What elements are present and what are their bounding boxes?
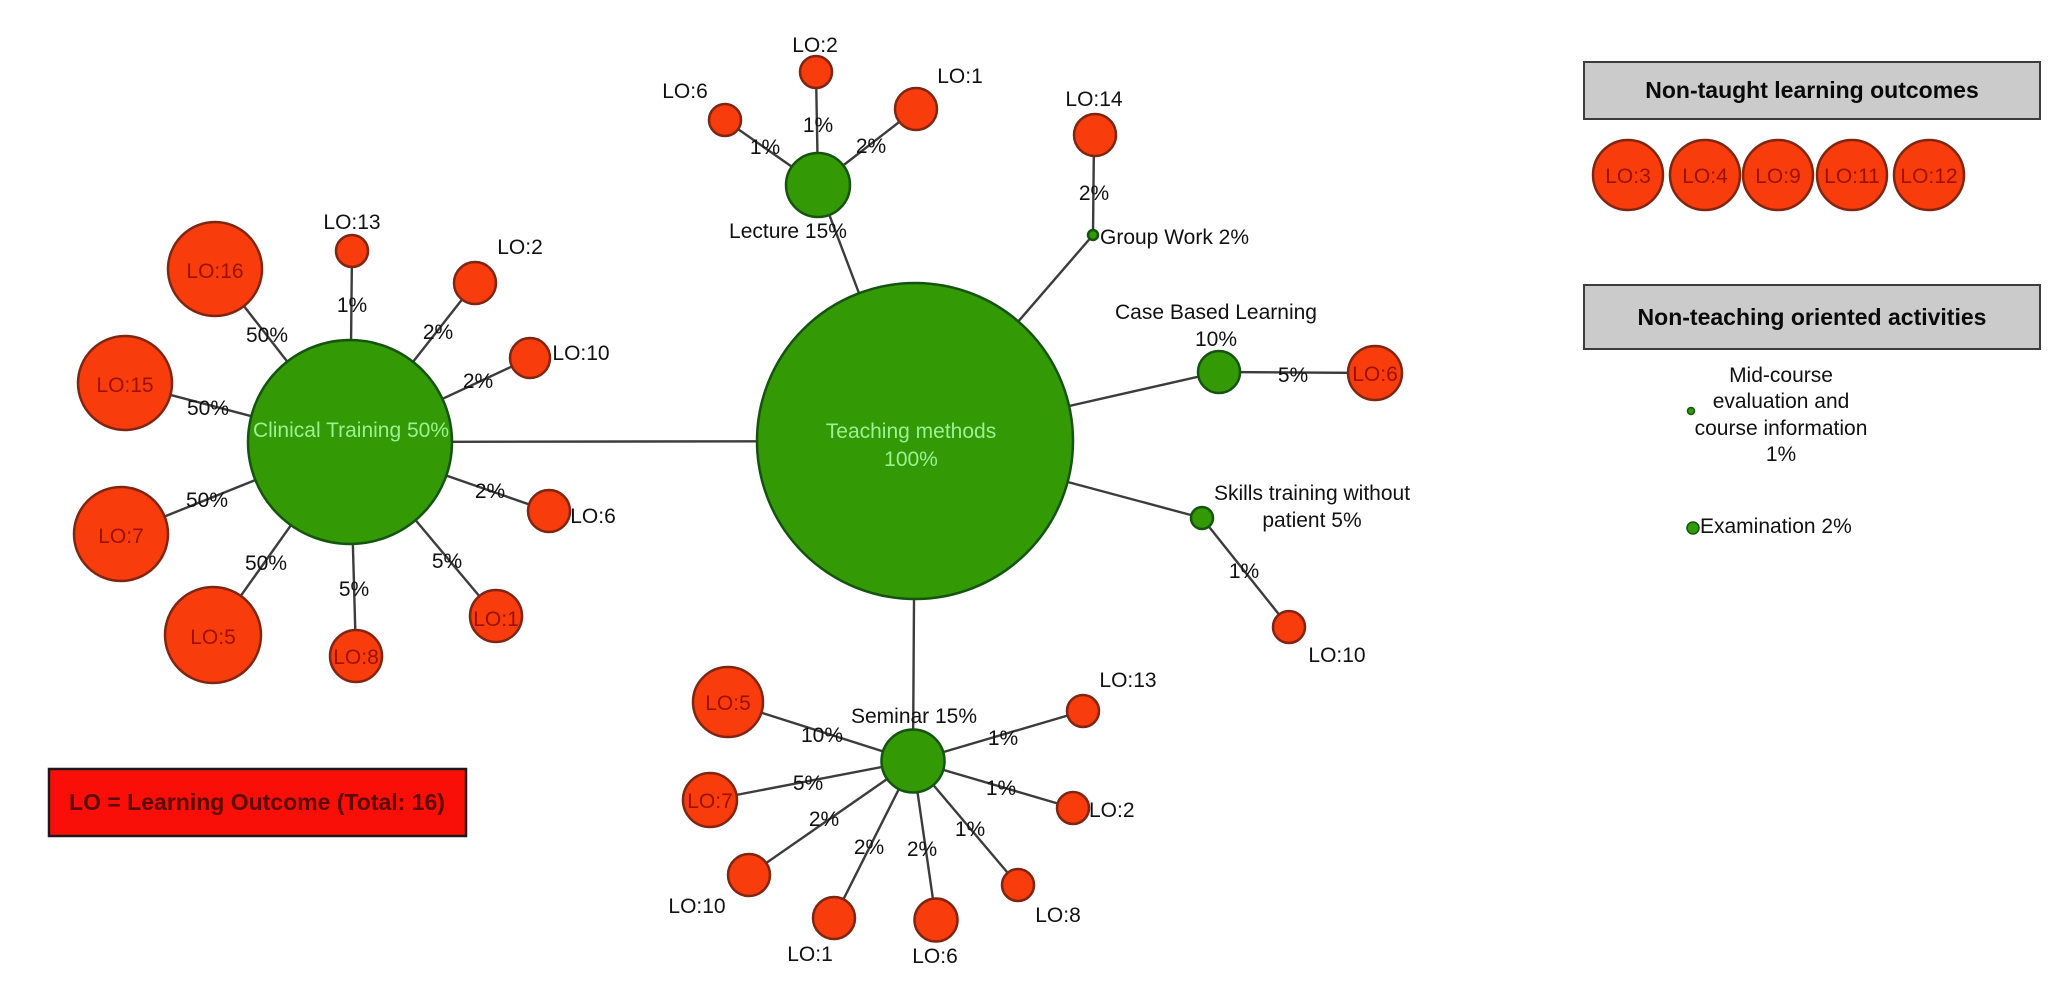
svg-text:LO:13: LO:13 (1099, 669, 1156, 692)
svg-text:LO:6: LO:6 (1352, 363, 1398, 386)
svg-text:1%: 1% (1766, 443, 1796, 466)
svg-text:10%: 10% (801, 724, 843, 747)
svg-text:LO:2: LO:2 (792, 34, 838, 57)
svg-text:LO:11: LO:11 (1824, 165, 1880, 188)
svg-text:LO:2: LO:2 (1089, 799, 1135, 822)
svg-text:50%: 50% (246, 324, 288, 347)
svg-text:2%: 2% (423, 321, 453, 344)
svg-text:LO:4: LO:4 (1682, 165, 1728, 188)
svg-text:2%: 2% (1079, 182, 1109, 205)
svg-text:5%: 5% (1278, 364, 1308, 387)
svg-text:LO:7: LO:7 (687, 790, 733, 813)
svg-text:Clinical Training 50%: Clinical Training 50% (253, 419, 449, 442)
svg-text:Teaching methods: Teaching methods (826, 420, 996, 443)
svg-text:LO:8: LO:8 (1035, 904, 1081, 927)
svg-text:LO:15: LO:15 (96, 374, 153, 397)
svg-text:2%: 2% (463, 370, 493, 393)
svg-text:LO:1: LO:1 (787, 943, 833, 966)
svg-text:5%: 5% (793, 772, 823, 795)
svg-text:Non-teaching oriented activiti: Non-teaching oriented activities (1638, 304, 1987, 330)
svg-text:2%: 2% (856, 135, 886, 158)
svg-text:course information: course information (1695, 417, 1868, 440)
svg-text:Group Work 2%: Group Work 2% (1100, 226, 1249, 249)
svg-text:Mid-course: Mid-course (1729, 364, 1833, 387)
svg-text:1%: 1% (986, 777, 1016, 800)
svg-text:1%: 1% (988, 727, 1018, 750)
svg-text:LO:5: LO:5 (190, 626, 236, 649)
svg-text:LO:13: LO:13 (323, 211, 380, 234)
svg-text:50%: 50% (245, 552, 287, 575)
svg-text:LO:16: LO:16 (186, 260, 243, 283)
svg-text:LO:12: LO:12 (1900, 165, 1957, 188)
svg-text:1%: 1% (1229, 560, 1259, 583)
svg-text:50%: 50% (186, 489, 228, 512)
svg-text:1%: 1% (337, 294, 367, 317)
svg-text:2%: 2% (475, 480, 505, 503)
svg-text:LO:2: LO:2 (497, 236, 543, 259)
svg-text:2%: 2% (854, 836, 884, 859)
svg-text:LO:1: LO:1 (937, 65, 983, 88)
svg-text:1%: 1% (803, 114, 833, 137)
svg-text:patient 5%: patient 5% (1262, 509, 1361, 532)
svg-text:100%: 100% (884, 448, 938, 471)
svg-text:1%: 1% (955, 818, 985, 841)
svg-text:10%: 10% (1195, 328, 1237, 351)
svg-text:5%: 5% (339, 578, 369, 601)
svg-text:LO:7: LO:7 (98, 525, 144, 548)
svg-text:LO:6: LO:6 (662, 80, 708, 103)
svg-text:Case Based Learning: Case Based Learning (1115, 301, 1317, 324)
svg-text:1%: 1% (750, 136, 780, 159)
svg-text:50%: 50% (187, 397, 229, 420)
svg-text:LO:10: LO:10 (668, 895, 725, 918)
svg-text:Seminar 15%: Seminar 15% (851, 705, 977, 728)
svg-text:Examination 2%: Examination 2% (1700, 515, 1852, 538)
svg-text:LO:9: LO:9 (1755, 165, 1801, 188)
svg-text:LO:6: LO:6 (570, 505, 616, 528)
svg-text:Lecture 15%: Lecture 15% (729, 220, 847, 243)
svg-text:LO:5: LO:5 (705, 692, 751, 715)
svg-text:2%: 2% (907, 838, 937, 861)
svg-text:LO:6: LO:6 (912, 945, 958, 968)
svg-text:LO:1: LO:1 (473, 608, 519, 631)
svg-text:5%: 5% (432, 550, 462, 573)
svg-text:LO:3: LO:3 (1605, 165, 1651, 188)
svg-text:LO = Learning Outcome (Total:: LO = Learning Outcome (Total: 16) (69, 789, 445, 815)
svg-text:Non-taught learning outcomes: Non-taught learning outcomes (1645, 77, 1979, 103)
svg-text:LO:10: LO:10 (552, 342, 609, 365)
svg-text:LO:8: LO:8 (333, 646, 379, 669)
svg-text:evaluation and: evaluation and (1713, 390, 1850, 413)
svg-text:LO:14: LO:14 (1065, 88, 1123, 111)
svg-text:2%: 2% (809, 808, 839, 831)
svg-text:LO:10: LO:10 (1308, 644, 1365, 667)
svg-text:Skills training without: Skills training without (1214, 482, 1410, 505)
